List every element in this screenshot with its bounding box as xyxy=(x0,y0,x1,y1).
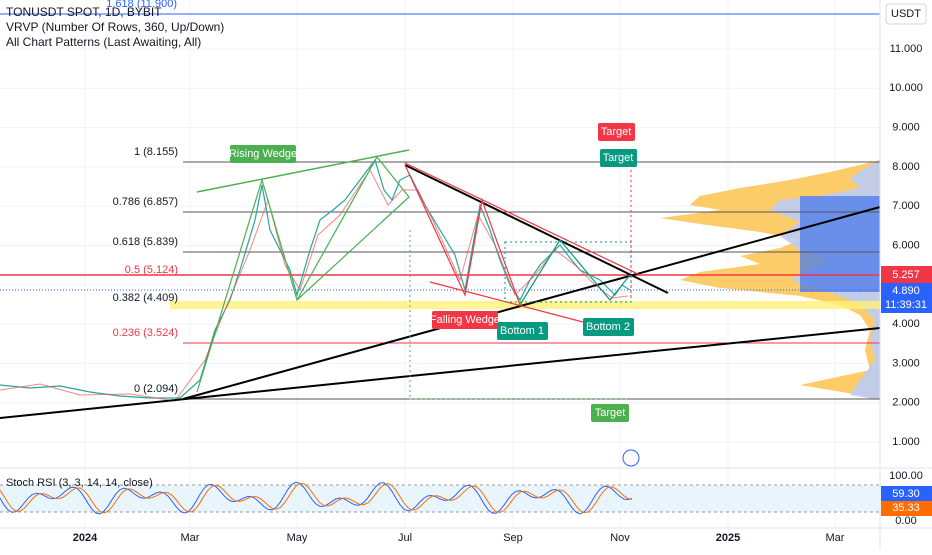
price-line-down xyxy=(0,169,629,402)
trendlines xyxy=(0,149,881,419)
pattern-label: Rising Wedge xyxy=(229,148,297,160)
oscillator-title: Stoch RSI (3, 3, 14, 14, close) xyxy=(6,477,153,489)
fib-labels: 1.618 (11.900) 1 (8.155) 0.786 (6.857) 0… xyxy=(106,0,178,395)
price-tick: 4.000 xyxy=(892,318,920,330)
price-tick: 3.000 xyxy=(892,357,920,369)
fib-label: 0.5 (5.124) xyxy=(125,264,178,276)
countdown: 11:39:31 xyxy=(885,299,927,311)
time-tick: Mar xyxy=(181,532,200,544)
osc-value: 35.33 xyxy=(892,502,920,514)
pattern-label: Falling Wedge xyxy=(430,314,500,326)
time-tick: 2025 xyxy=(716,532,740,544)
pattern-labels: Rising Wedge Falling Wedge Bottom 1 Bott… xyxy=(229,123,637,422)
price-tick: 11.000 xyxy=(890,43,923,55)
pattern-label: Bottom 1 xyxy=(500,325,544,337)
stoch-d xyxy=(0,482,633,514)
alert-icon[interactable] xyxy=(622,449,640,467)
pattern-label: Bottom 2 xyxy=(586,321,630,333)
last-price-badge xyxy=(881,266,932,283)
fib-label: 1.618 (11.900) xyxy=(106,0,177,10)
price-axis: 11.00010.0009.0008.0007.0006.0005.0004.0… xyxy=(889,43,923,448)
price-tick: 9.000 xyxy=(892,122,920,134)
time-axis: 2024 Mar May Jul Sep Nov 2025 Mar xyxy=(73,532,845,544)
indicator-name: All Chart Patterns (Last Awaiting, All) xyxy=(6,35,201,49)
indicator-name: VRVP (Number Of Rows, 360, Up/Down) xyxy=(6,20,224,34)
price-tick: 1.000 xyxy=(892,436,920,448)
target-label: Target xyxy=(603,152,634,164)
time-tick: 2024 xyxy=(73,532,98,544)
last-price: 5.257 xyxy=(892,269,920,281)
osc-tick: 100.00 xyxy=(889,470,923,482)
fib-label: 0 (2.094) xyxy=(134,383,178,395)
fib-label: 0.618 (5.839) xyxy=(113,236,178,248)
fib-label: 0.382 (4.409) xyxy=(113,292,178,304)
current-price-badge xyxy=(881,283,932,313)
price-tick: 8.000 xyxy=(892,161,920,173)
time-tick: Nov xyxy=(610,532,630,544)
price-pane xyxy=(0,0,880,468)
time-tick: Mar xyxy=(826,532,845,544)
osc-tick: 0.00 xyxy=(895,515,916,527)
fib-label: 0.236 (3.524) xyxy=(113,327,178,339)
time-tick: Jul xyxy=(398,532,412,544)
stoch-k xyxy=(0,481,633,515)
price-tick: 7.000 xyxy=(892,200,920,212)
target-label: Target xyxy=(601,126,632,138)
price-tick: 2.000 xyxy=(892,397,920,409)
price-tick: 6.000 xyxy=(892,239,920,251)
currency-button[interactable] xyxy=(885,3,927,25)
time-tick: Sep xyxy=(503,532,523,544)
osc-badge xyxy=(881,501,932,516)
time-tick: May xyxy=(287,532,308,544)
chart-title: TONUSDT SPOT, 1D, BYBIT xyxy=(6,5,162,19)
osc-badge xyxy=(881,486,932,501)
fib-label: 0.786 (6.857) xyxy=(113,196,178,208)
current-price: 4.890 xyxy=(892,285,920,297)
currency: USDT xyxy=(891,8,921,20)
target-label: Target xyxy=(595,407,626,419)
fib-label: 1 (8.155) xyxy=(134,146,178,158)
grid xyxy=(0,0,880,528)
osc-value: 59.30 xyxy=(892,488,920,500)
price-tick: 10.000 xyxy=(889,82,923,94)
